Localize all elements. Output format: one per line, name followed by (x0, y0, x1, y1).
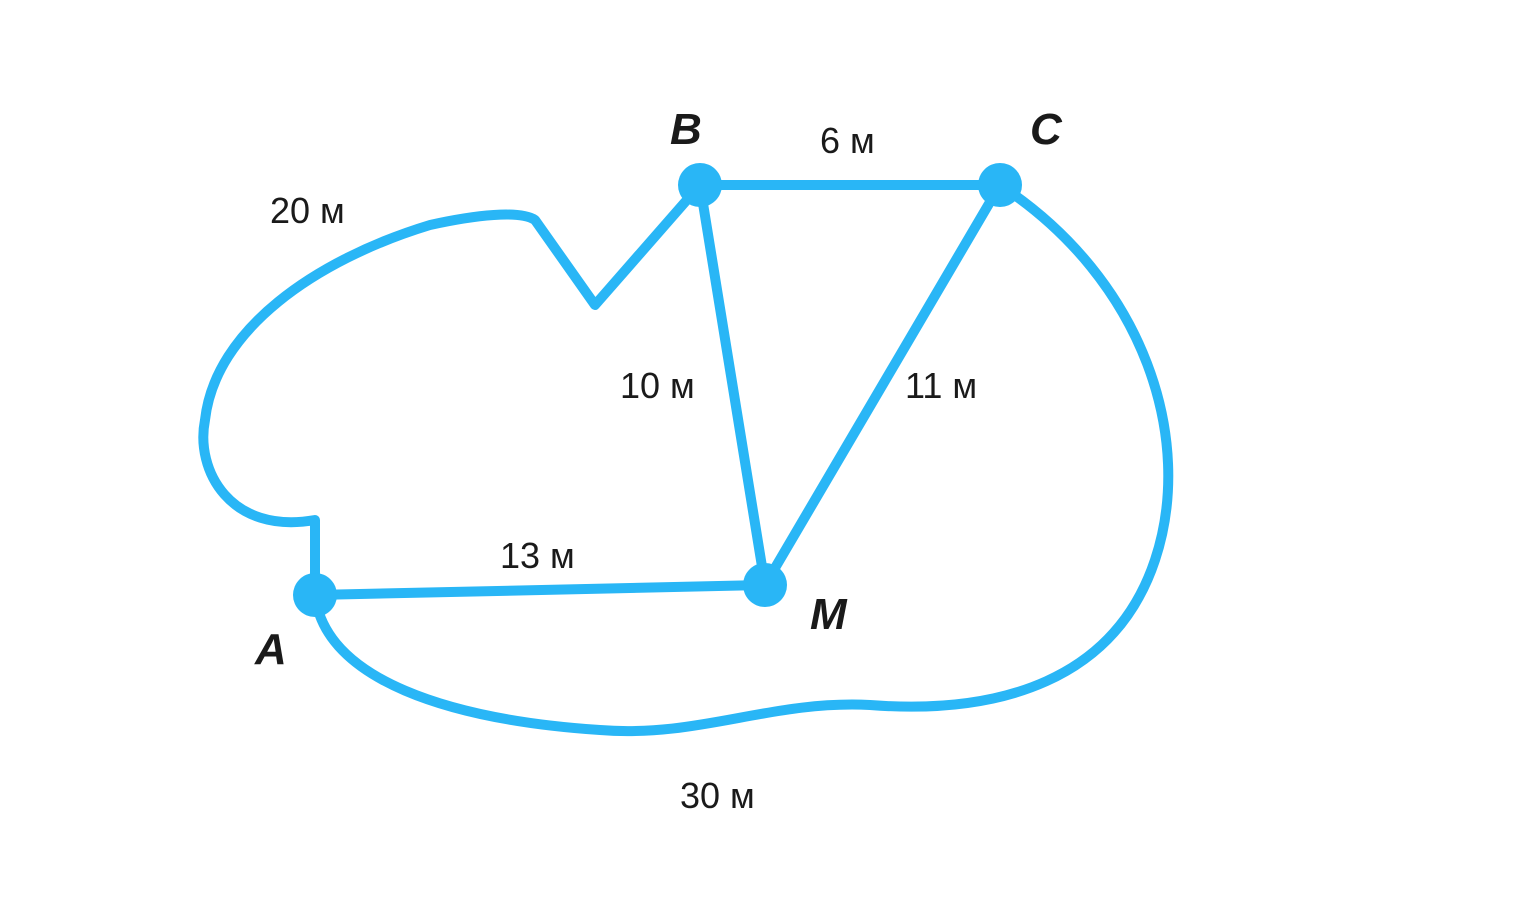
outer-path-label-0: 20 м (270, 190, 345, 232)
edge-label-B-M: 10 м (620, 365, 695, 407)
node-label-M: M (810, 590, 847, 640)
node-A (293, 573, 337, 617)
edge-B-M (700, 185, 765, 585)
edge-label-C-M: 11 м (905, 365, 977, 407)
node-M (743, 563, 787, 607)
edge-A-M (315, 585, 765, 595)
node-C (978, 163, 1022, 207)
node-label-B: B (670, 105, 702, 155)
edge-label-B-C: 6 м (820, 120, 875, 162)
edge-label-A-M: 13 м (500, 535, 575, 577)
graph-diagram: 20 м 30 м 13 м 10 м 11 м 6 м A B C M (0, 0, 1536, 909)
diagram-svg (0, 0, 1536, 909)
node-label-C: C (1030, 105, 1062, 155)
outer-path-label-1: 30 м (680, 775, 755, 817)
node-label-A: A (255, 625, 287, 675)
node-B (678, 163, 722, 207)
